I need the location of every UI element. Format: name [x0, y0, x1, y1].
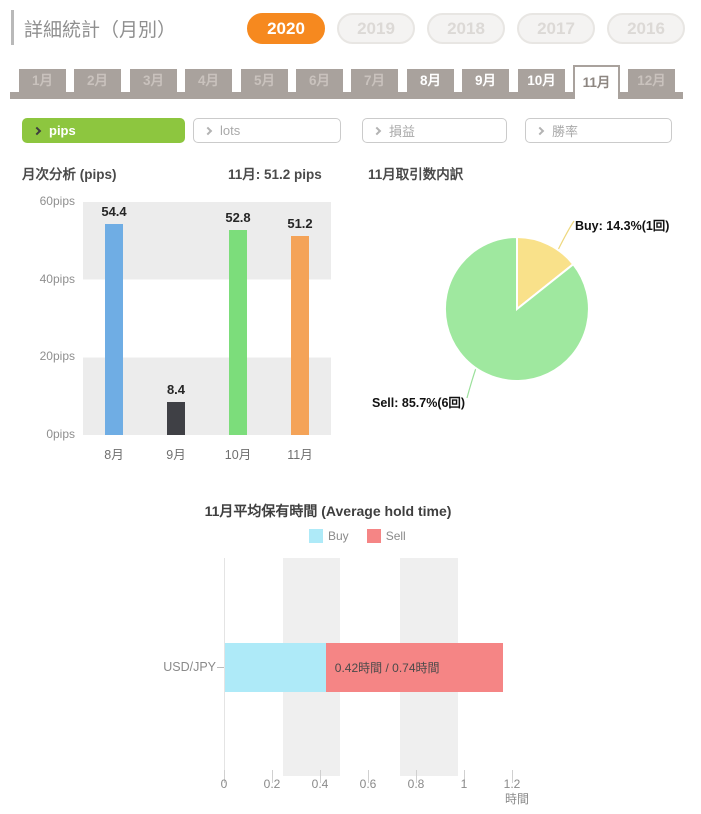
filter-winrate-label: 勝率 — [552, 124, 579, 139]
bar-chart-title: 月次分析 (pips) — [22, 167, 117, 182]
pie-slice-buy — [516, 235, 575, 312]
year-tab-2017[interactable]: 2017 — [517, 13, 595, 44]
pie-sell-label: Sell: 85.7%(6回) — [372, 396, 466, 410]
hold-bar-segment-buy — [225, 643, 326, 692]
year-tab-2019[interactable]: 2019 — [337, 13, 415, 44]
month-tab-9[interactable]: 9月 — [462, 69, 509, 92]
hold-legend: Buy Sell — [309, 529, 424, 543]
hold-bar-segment-sell — [325, 643, 504, 692]
legend-swatch-buy — [309, 529, 323, 543]
month-tabs-baseline — [10, 92, 683, 99]
month-tab-2[interactable]: 2月 — [74, 69, 121, 92]
filter-lots-button[interactable]: lots — [193, 118, 341, 143]
bar-8月 — [105, 223, 123, 435]
hold-bar-label: 0.42時間 / 0.74時間 — [334, 661, 440, 675]
bar-category-label: 11月 — [287, 448, 313, 462]
filter-pips-button[interactable]: pips — [22, 118, 185, 143]
month-tab-4[interactable]: 4月 — [185, 69, 232, 92]
filter-pips-label: pips — [49, 123, 76, 138]
x-axis-tick-label: 0.8 — [407, 777, 425, 791]
month-tab-1[interactable]: 1月 — [19, 69, 66, 92]
monthly-pips-yaxis: 0pips 20pips 40pips 60pips — [0, 194, 75, 441]
hold-plot: 0.42時間 / 0.74時間 — [224, 558, 512, 776]
bar-value-label: 8.4 — [166, 382, 186, 398]
x-axis-tick — [512, 770, 513, 783]
x-axis-tick-label: 0.6 — [359, 777, 377, 791]
filter-lots-label: lots — [220, 123, 241, 138]
bar-category-label: 8月 — [104, 448, 124, 462]
chevron-right-icon — [535, 126, 545, 135]
year-tab-2016[interactable]: 2016 — [607, 13, 685, 44]
bar-value-label: 54.4 — [101, 203, 127, 219]
month-tabs: 1月 2月 3月 4月 5月 6月 7月 8月 9月 10月 11月 12月 — [0, 65, 701, 99]
year-tabs: 2020 2019 2018 2017 2016 — [247, 13, 685, 44]
chevron-right-icon — [372, 126, 382, 135]
buy-leader-line — [557, 220, 575, 251]
legend-label-sell: Sell — [385, 529, 406, 543]
pie-buy-label: Buy: 14.3%(1回) — [575, 219, 670, 233]
y-axis-tick-label: 40pips — [39, 271, 75, 286]
x-axis-tick-label: 0 — [220, 777, 228, 791]
hold-time-chart-title: 11月平均保有時間 (Average hold time) — [204, 503, 452, 519]
x-axis-tick-label: 1.2 — [503, 777, 521, 791]
filter-profit-button[interactable]: 損益 — [362, 118, 507, 143]
year-tab-2020[interactable]: 2020 — [247, 13, 325, 44]
year-tab-2018[interactable]: 2018 — [427, 13, 505, 44]
filter-profit-label: 損益 — [389, 124, 416, 139]
y-axis-tick-label: 0pips — [46, 427, 75, 441]
month-tab-7[interactable]: 7月 — [351, 69, 398, 92]
chevron-right-icon — [32, 126, 42, 135]
bar-value-label: 51.2 — [287, 216, 313, 232]
y-axis-tick-label: 60pips — [39, 194, 75, 208]
month-tab-11[interactable]: 11月 — [573, 65, 620, 99]
month-tab-5[interactable]: 5月 — [241, 69, 288, 92]
page-title: 詳細統計（月別） — [24, 20, 177, 41]
x-axis-unit-label: 時間 — [504, 792, 529, 806]
legend-label-buy: Buy — [328, 529, 349, 543]
x-axis-tick-label: 0.4 — [311, 777, 329, 791]
bar-category-label: 10月 — [224, 448, 252, 462]
hold-category-label: USD/JPY — [163, 660, 216, 674]
filter-winrate-button[interactable]: 勝率 — [525, 118, 672, 143]
x-axis-tick-label: 1 — [460, 777, 468, 791]
pie-svg — [443, 220, 590, 399]
title-accent-bar — [11, 10, 14, 45]
y-axis-tick-label: 20pips — [39, 349, 75, 364]
x-axis-tick-label: 0.2 — [263, 777, 281, 791]
legend-swatch-sell — [366, 529, 381, 543]
month-tab-3[interactable]: 3月 — [130, 69, 177, 92]
chevron-right-icon — [203, 126, 213, 135]
pie-chart-title: 11月取引数内訳 — [368, 167, 464, 182]
bar-category-label: 9月 — [166, 448, 186, 462]
selected-month-value: 11月: 51.2 pips — [228, 167, 322, 182]
monthly-pips-plot: 54.4 8月 8.4 9月 52.8 10月 51.2 11月 — [83, 202, 331, 462]
month-tab-6[interactable]: 6月 — [296, 69, 343, 92]
hold-category-tick — [217, 667, 224, 668]
month-tab-10[interactable]: 10月 — [518, 69, 565, 92]
month-tab-12[interactable]: 12月 — [628, 69, 675, 92]
sell-leader-line — [466, 367, 477, 399]
bar-11月 — [291, 236, 309, 435]
bar-10月 — [229, 229, 247, 435]
month-tab-8[interactable]: 8月 — [407, 69, 454, 92]
bar-9月 — [167, 402, 185, 435]
bar-value-label: 52.8 — [225, 209, 251, 225]
pie-slice-sell — [443, 235, 590, 382]
